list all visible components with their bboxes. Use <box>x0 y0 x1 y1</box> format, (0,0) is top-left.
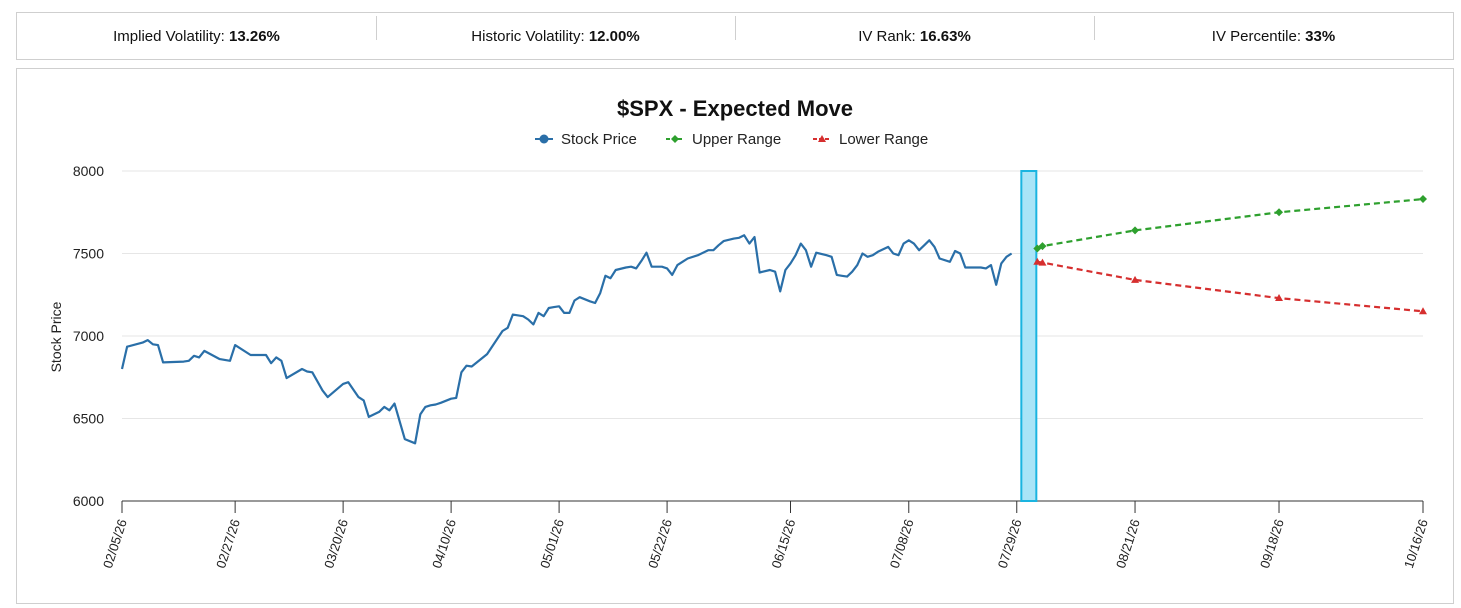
current-date-highlight-band <box>1020 170 1038 502</box>
x-tick-label: 05/22/26 <box>645 517 675 570</box>
iv-percentile-value: 33% <box>1305 27 1336 45</box>
y-tick-label-7500: 7500 <box>73 246 104 262</box>
y-axis-label: Stock Price <box>48 301 64 372</box>
upper-range-point <box>1038 242 1047 251</box>
series-line-stock-price <box>120 234 1013 445</box>
iv-rank-label: IV Rank: <box>858 27 916 45</box>
historic-volatility-label: Historic Volatility: <box>471 27 585 45</box>
x-tick-label: 04/10/26 <box>429 517 459 570</box>
iv-percentile-stat: IV Percentile: 33% <box>1094 15 1453 45</box>
legend-label: Lower Range <box>839 131 928 148</box>
series-line-lower-range <box>1037 260 1424 313</box>
historic-volatility-stat: Historic Volatility: 12.00% <box>376 15 735 45</box>
x-tick-label: 09/18/26 <box>1257 517 1287 570</box>
legend-item-stock-price[interactable]: Stock Price <box>535 131 637 148</box>
implied-volatility-label: Implied Volatility: <box>113 27 225 45</box>
x-tick-label: 10/16/26 <box>1401 517 1431 570</box>
x-tick-label: 03/20/26 <box>321 517 351 570</box>
x-tick-label: 08/21/26 <box>1113 517 1143 570</box>
y-tick-label-6500: 6500 <box>73 411 104 427</box>
legend-label: Upper Range <box>692 131 781 148</box>
y-tick-label-8000: 8000 <box>73 163 104 179</box>
y-tick-label-6000: 6000 <box>73 493 104 509</box>
series-layer <box>120 195 1427 445</box>
x-tick-label: 07/29/26 <box>995 517 1025 570</box>
iv-rank-value: 16.63% <box>919 27 971 45</box>
legend-diamond-marker <box>671 135 679 143</box>
implied-volatility-stat: Implied Volatility: 13.26% <box>17 28 376 45</box>
lower-range-point <box>1038 258 1047 266</box>
lower-range-point <box>1275 294 1284 302</box>
y-tick-label-7000: 7000 <box>73 328 104 344</box>
lower-range-point <box>1419 307 1427 315</box>
x-tick-label: 05/01/26 <box>537 517 567 570</box>
chart-legend[interactable]: Stock Price Upper Range Lower Range <box>535 131 928 148</box>
upper-range-point <box>1419 195 1427 204</box>
legend-triangle-marker <box>818 135 826 142</box>
stats-bar: Implied Volatility: 13.26% Historic Vola… <box>16 12 1454 60</box>
legend-item-upper-range[interactable]: Upper Range <box>666 131 781 148</box>
iv-percentile-label: IV Percentile: <box>1211 27 1301 45</box>
implied-volatility-value: 13.26% <box>229 27 280 45</box>
current-date-highlight <box>1020 170 1038 502</box>
x-tick-label: 02/27/26 <box>213 517 243 570</box>
legend-circle-marker <box>539 134 549 144</box>
lower-range-point <box>1033 257 1042 265</box>
grid-lines <box>122 170 1423 419</box>
upper-range-point <box>1131 226 1140 235</box>
chart-panel: $SPX - Expected Move Stock Price Stock P… <box>16 68 1454 604</box>
x-axis: 02/05/26 02/27/26 03/20/26 04/10/26 05/01/26… <box>100 500 1431 570</box>
legend-label: Stock Price <box>561 131 637 148</box>
x-tick-label: 02/05/26 <box>100 517 130 570</box>
lower-range-point <box>1131 275 1140 283</box>
x-tick-label: 06/15/26 <box>768 517 798 570</box>
y-axis-ticks: 6000 6500 7000 7500 8000 <box>73 163 104 509</box>
expected-move-chart: $SPX - Expected Move Stock Price Stock P… <box>48 96 1431 570</box>
legend-item-lower-range[interactable]: Lower Range <box>813 131 928 148</box>
chart-title: $SPX - Expected Move <box>617 96 853 121</box>
upper-range-point <box>1275 208 1284 217</box>
historic-volatility-value: 12.00% <box>588 27 640 45</box>
series-line-upper-range <box>1036 198 1424 250</box>
x-tick-label: 07/08/26 <box>887 517 917 570</box>
iv-rank-stat: IV Rank: 16.63% <box>735 15 1094 45</box>
